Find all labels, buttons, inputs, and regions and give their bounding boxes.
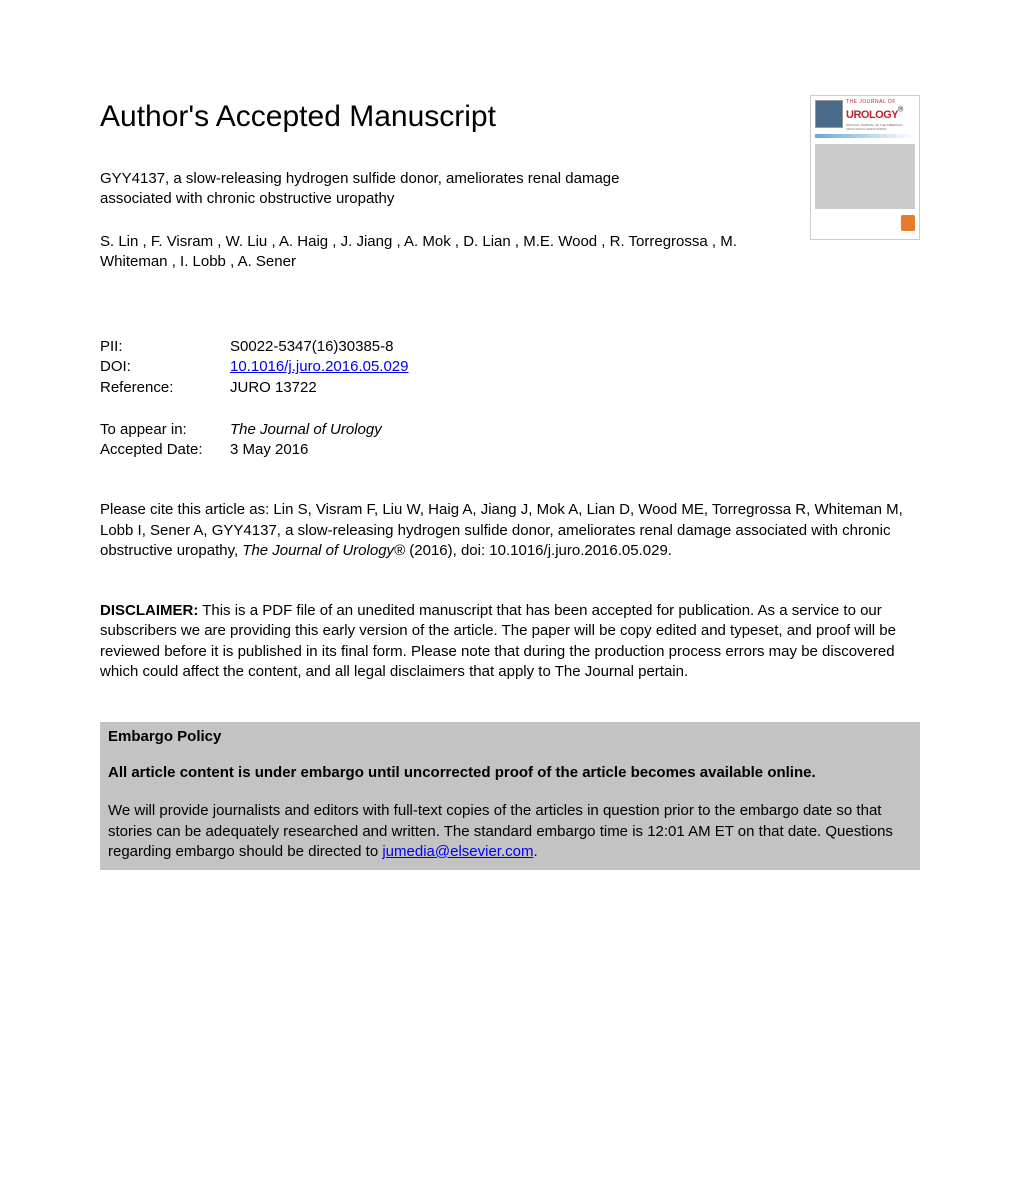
pii-value: S0022-5347(16)30385-8 (230, 337, 920, 357)
cover-large-title-row: UROLOGY® (846, 105, 915, 123)
accepted-date-value: 3 May 2016 (230, 440, 920, 460)
doi-link[interactable]: 10.1016/j.juro.2016.05.029 (230, 358, 408, 375)
disclaimer-label: DISCLAIMER: (100, 602, 198, 619)
embargo-title: Embargo Policy (108, 728, 912, 745)
reference-row: Reference: JURO 13722 (100, 378, 920, 398)
to-appear-value: The Journal of Urology (230, 420, 920, 440)
embargo-statement: All article content is under embargo unt… (108, 763, 912, 783)
embargo-body-suffix: . (533, 843, 537, 860)
citation-journal: The Journal of Urology® (242, 542, 405, 559)
disclaimer-body: This is a PDF file of an unedited manusc… (100, 602, 896, 680)
header-row: Author's Accepted Manuscript (100, 100, 920, 134)
cover-header: THE JOURNAL OF UROLOGY® OFFICIAL JOURNAL… (815, 100, 915, 130)
journal-cover-thumbnail: THE JOURNAL OF UROLOGY® OFFICIAL JOURNAL… (810, 95, 920, 240)
cover-subtitle: OFFICIAL JOURNAL OF THE AMERICAN UROLOGI… (846, 123, 915, 131)
reference-label: Reference: (100, 378, 230, 398)
pii-label: PII: (100, 337, 230, 357)
cover-body-placeholder (815, 144, 915, 209)
citation-suffix: (2016), doi: 10.1016/j.juro.2016.05.029. (405, 542, 672, 559)
doi-row: DOI: 10.1016/j.juro.2016.05.029 (100, 357, 920, 377)
embargo-email-link[interactable]: jumedia@elsevier.com (382, 843, 533, 860)
doi-label: DOI: (100, 357, 230, 377)
publisher-logo-icon (815, 100, 843, 128)
elsevier-tree-icon (901, 215, 915, 231)
accepted-date-label: Accepted Date: (100, 440, 230, 460)
registered-mark: ® (898, 107, 903, 114)
accepted-date-row: Accepted Date: 3 May 2016 (100, 440, 920, 460)
page-title: Author's Accepted Manuscript (100, 100, 496, 134)
cover-large-title: UROLOGY (846, 109, 898, 121)
cover-divider (815, 134, 915, 138)
metadata-table: PII: S0022-5347(16)30385-8 DOI: 10.1016/… (100, 337, 920, 398)
embargo-policy-box: Embargo Policy All article content is un… (100, 722, 920, 870)
to-appear-row: To appear in: The Journal of Urology (100, 420, 920, 440)
cover-title-box: THE JOURNAL OF UROLOGY® OFFICIAL JOURNAL… (846, 100, 915, 130)
author-list: S. Lin , F. Visram , W. Liu , A. Haig , … (100, 232, 760, 273)
pii-row: PII: S0022-5347(16)30385-8 (100, 337, 920, 357)
citation-text: Please cite this article as: Lin S, Visr… (100, 500, 920, 561)
embargo-body: We will provide journalists and editors … (108, 801, 912, 862)
article-title: GYY4137, a slow-releasing hydrogen sulfi… (100, 169, 660, 210)
doi-value: 10.1016/j.juro.2016.05.029 (230, 357, 920, 377)
disclaimer-text: DISCLAIMER: This is a PDF file of an une… (100, 601, 920, 682)
publication-info-table: To appear in: The Journal of Urology Acc… (100, 420, 920, 461)
to-appear-label: To appear in: (100, 420, 230, 440)
cover-footer (815, 209, 915, 231)
reference-value: JURO 13722 (230, 378, 920, 398)
